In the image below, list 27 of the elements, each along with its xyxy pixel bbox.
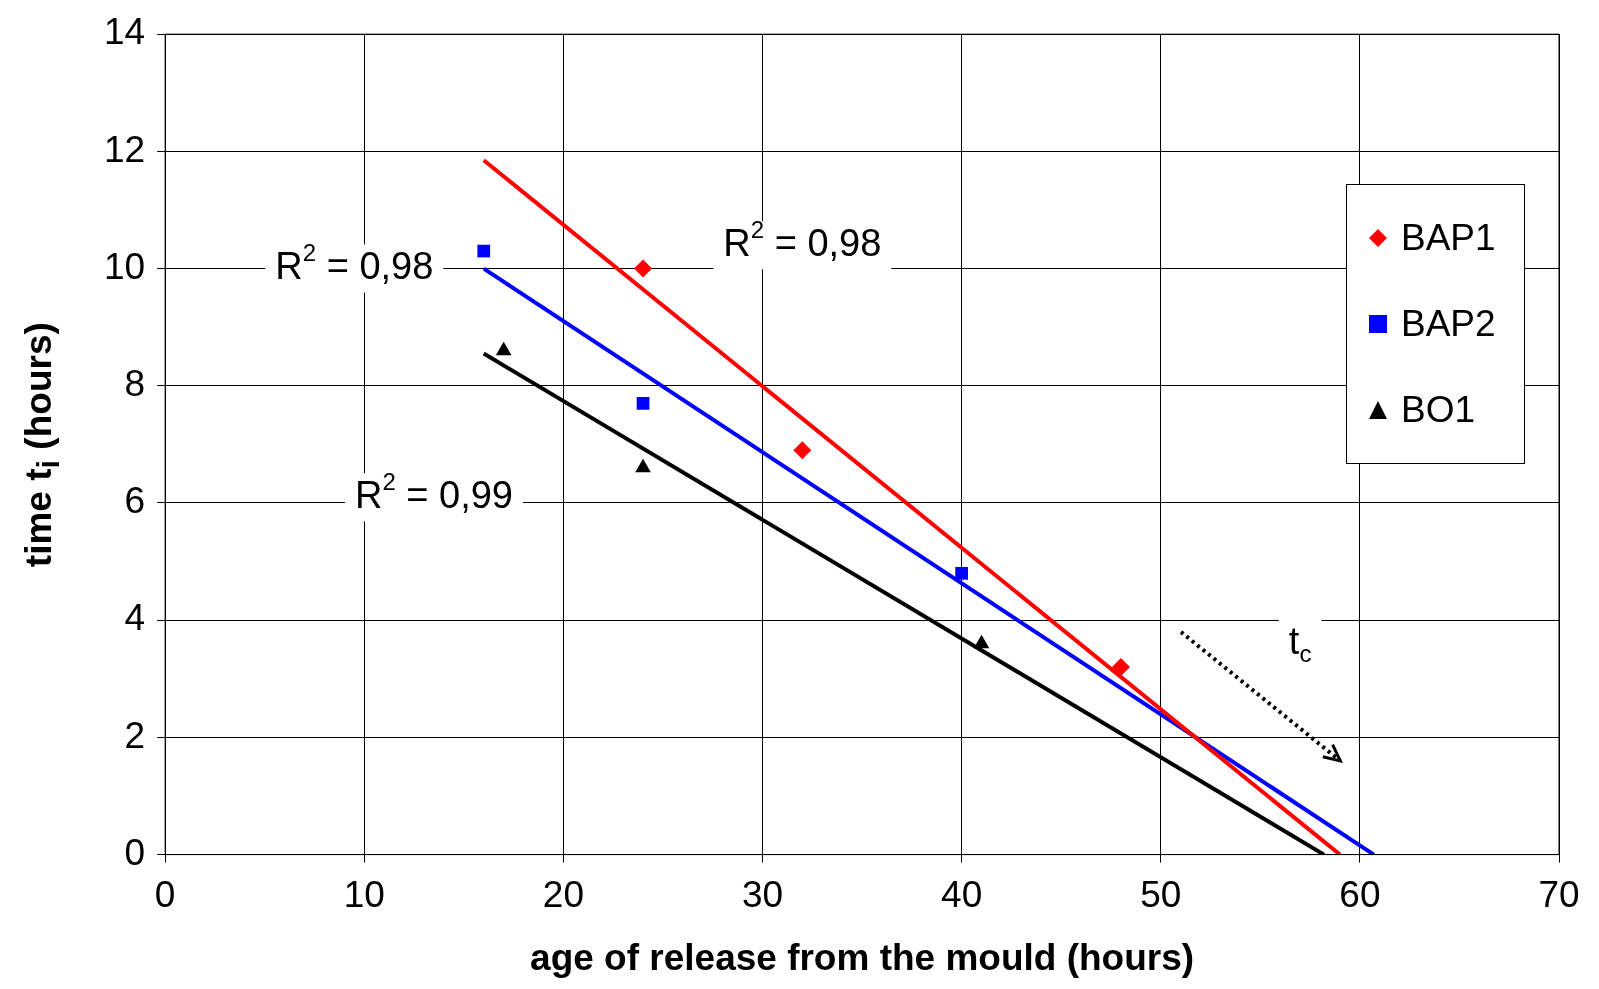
x-tick-label: 30	[741, 874, 784, 915]
x-tick-label: 60	[1339, 874, 1381, 915]
y-tick-label: 4	[124, 597, 146, 639]
y-tick-label: 8	[124, 363, 146, 404]
point	[634, 259, 653, 278]
x-axis-title: age of release from the mould (hours)	[530, 937, 1195, 979]
legend-label: BO1	[1401, 389, 1476, 432]
x-tick-label: 20	[542, 874, 584, 915]
y-tick-label: 6	[124, 480, 146, 522]
x-tick-label: 70	[1538, 874, 1580, 915]
y-tick-label: 12	[104, 128, 146, 170]
point	[793, 441, 812, 460]
x-tick-label: 50	[1140, 874, 1182, 915]
point	[636, 397, 650, 410]
point	[477, 244, 491, 258]
legend-label: BAP1	[1401, 217, 1496, 260]
point	[955, 566, 968, 580]
x-tick-label: 40	[941, 874, 983, 915]
y-tick-label: 2	[124, 714, 146, 756]
point	[1111, 658, 1130, 677]
y-tick-label: 14	[104, 11, 146, 53]
legend-label: BAP2	[1401, 303, 1496, 346]
x-tick-label: 10	[343, 874, 385, 915]
y-tick-label: 0	[124, 831, 146, 873]
y-tick-label: 10	[104, 245, 146, 287]
x-tick-label: 0	[154, 874, 176, 915]
point	[973, 634, 990, 649]
